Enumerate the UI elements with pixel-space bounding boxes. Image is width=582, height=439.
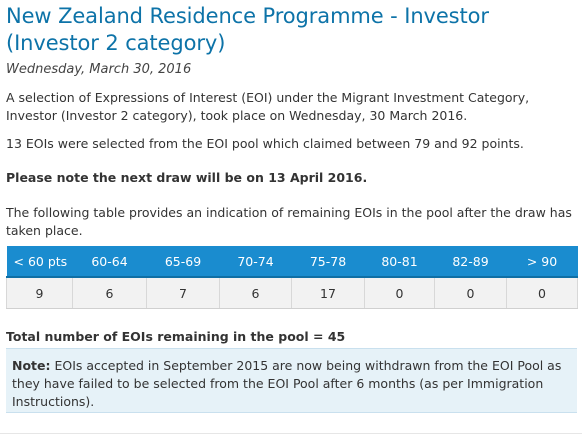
table-cell: 0 — [434, 277, 507, 309]
table-cell: 17 — [291, 277, 365, 309]
table-cell: 6 — [72, 277, 147, 309]
table-header-cell: 82-89 — [434, 246, 507, 278]
table-intro-paragraph: The following table provides an indicati… — [6, 205, 572, 238]
note-text: EOIs accepted in September 2015 are now … — [12, 358, 562, 409]
table-header-cell: < 60 pts — [6, 246, 73, 278]
table-header-cell: 75-78 — [291, 246, 365, 278]
eoi-pool-table: < 60 pts 60-64 65-69 70-74 75-78 80-81 8… — [6, 246, 578, 309]
table-header-row: < 60 pts 60-64 65-69 70-74 75-78 80-81 8… — [6, 246, 578, 278]
table-cell: 7 — [146, 277, 220, 309]
table-cell: 6 — [219, 277, 292, 309]
page-title: New Zealand Residence Programme - Invest… — [6, 4, 489, 55]
selection-paragraph: 13 EOIs were selected from the EOI pool … — [6, 136, 524, 151]
publish-date: Wednesday, March 30, 2016 — [6, 62, 192, 77]
intro-paragraph: A selection of Expressions of Interest (… — [6, 90, 530, 123]
table-header-cell: 80-81 — [364, 246, 435, 278]
pool-total: Total number of EOIs remaining in the po… — [6, 329, 346, 344]
table-header-cell: > 90 — [506, 246, 578, 278]
next-draw-notice: Please note the next draw will be on 13 … — [6, 170, 368, 185]
note-label: Note: — [12, 358, 51, 373]
table-header-cell: 65-69 — [146, 246, 220, 278]
article: New Zealand Residence Programme - Invest… — [6, 0, 582, 413]
table-header-cell: 60-64 — [72, 246, 147, 278]
divider — [0, 433, 582, 434]
table-cell: 0 — [364, 277, 435, 309]
table-header-cell: 70-74 — [219, 246, 292, 278]
table-row: 9 6 7 6 17 0 0 0 — [6, 277, 578, 309]
note-box: Note: EOIs accepted in September 2015 ar… — [6, 348, 577, 413]
table-cell: 0 — [506, 277, 578, 309]
table-cell: 9 — [6, 277, 73, 309]
